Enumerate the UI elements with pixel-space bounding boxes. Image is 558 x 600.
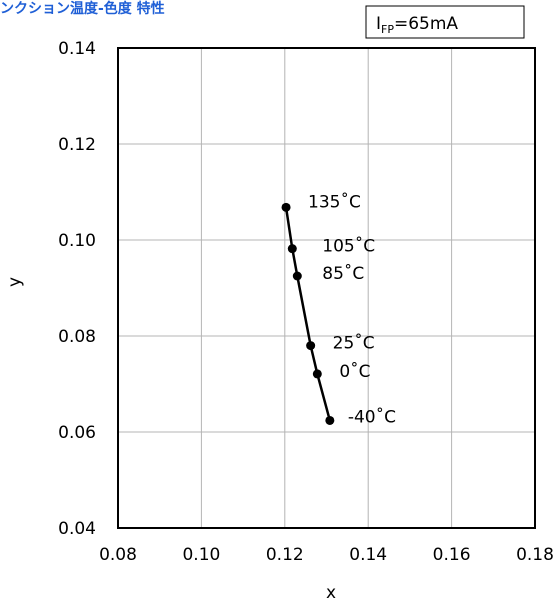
data-label: 135˚C <box>308 191 361 212</box>
condition-label: IFP=65mA <box>376 14 458 36</box>
plot-area-frame <box>117 47 536 529</box>
y-tick-labels: 0.04 0.06 0.08 0.10 0.12 0.14 <box>58 39 96 539</box>
y-tick-label: 0.12 <box>58 135 96 155</box>
condition-symbol: I <box>376 14 381 34</box>
y-tick-label: 0.04 <box>58 519 96 539</box>
data-point <box>292 271 302 281</box>
data-point <box>306 341 316 351</box>
x-axis-label: x <box>326 583 336 600</box>
data-label: 105˚C <box>322 236 375 257</box>
data-point <box>325 415 335 425</box>
x-tick-label: 0.12 <box>266 545 304 565</box>
y-axis-label: y <box>5 277 25 287</box>
data-points <box>281 202 335 425</box>
x-tick-label: 0.18 <box>516 545 554 565</box>
data-label: 0˚C <box>339 361 370 382</box>
data-labels: 135˚C 105˚C 85˚C 25˚C 0˚C -40˚C <box>308 191 396 427</box>
data-label: 85˚C <box>322 263 364 284</box>
y-tick-label: 0.06 <box>58 423 96 443</box>
data-point <box>281 202 291 212</box>
chart-title: ンクション温度-色度 特性 <box>0 0 165 17</box>
x-tick-label: 0.14 <box>349 545 387 565</box>
grid-lines <box>117 47 536 529</box>
y-tick-label: 0.08 <box>58 327 96 347</box>
condition-value: =65mA <box>394 14 458 34</box>
y-tick-label: 0.10 <box>58 231 96 251</box>
data-point <box>287 244 297 254</box>
x-tick-label: 0.08 <box>99 545 137 565</box>
x-tick-label: 0.16 <box>433 545 471 565</box>
data-label: 25˚C <box>333 333 375 354</box>
condition-box-frame <box>365 5 525 39</box>
data-label: -40˚C <box>348 406 396 427</box>
condition-subscript: FP <box>381 23 394 36</box>
x-tick-labels: 0.08 0.10 0.12 0.14 0.16 0.18 <box>99 545 554 565</box>
condition-box: IFP=65mA <box>365 5 525 39</box>
y-tick-label: 0.14 <box>58 39 96 59</box>
series-line <box>284 207 332 421</box>
x-tick-label: 0.10 <box>182 545 220 565</box>
data-point <box>312 369 322 379</box>
